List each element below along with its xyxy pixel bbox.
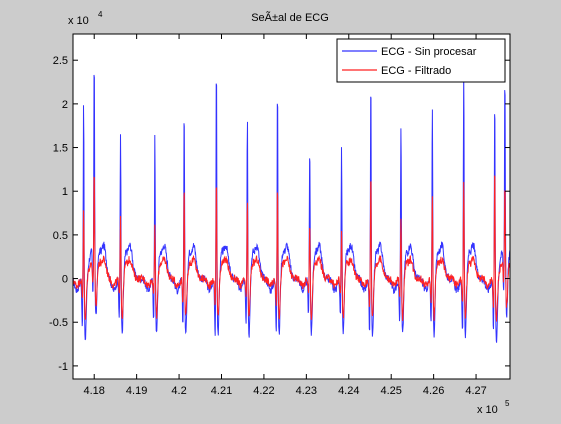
y-tick-label: 0.5 — [53, 230, 68, 242]
legend-label-filtered: ECG - Filtrado — [381, 65, 451, 77]
svg-text:x 10: x 10 — [68, 15, 89, 27]
svg-text:4: 4 — [98, 10, 103, 19]
x-tick-label: 4.24 — [338, 385, 359, 397]
x-tick-label: 4.2 — [171, 385, 186, 397]
legend: ECG - Sin procesar ECG - Filtrado — [337, 39, 505, 82]
x-tick-label: 4.27 — [465, 385, 486, 397]
x-tick-label: 4.25 — [380, 385, 401, 397]
x-tick-label: 4.26 — [423, 385, 444, 397]
y-tick-label: 1.5 — [53, 143, 68, 155]
y-tick-label: -0.5 — [49, 317, 68, 329]
y-tick-label: 1 — [62, 186, 68, 198]
x-tick-label: 4.21 — [211, 385, 232, 397]
svg-text:x 10: x 10 — [477, 404, 498, 416]
x-tick-label: 4.19 — [126, 385, 147, 397]
svg-text:5: 5 — [505, 399, 510, 408]
chart-title: SeÃ±al de ECG — [251, 11, 329, 24]
y-tick-label: 0 — [62, 274, 68, 286]
x-tick-label: 4.22 — [253, 385, 274, 397]
legend-label-raw: ECG - Sin procesar — [381, 46, 477, 58]
y-tick-label: -1 — [58, 361, 68, 373]
x-tick-label: 4.18 — [84, 385, 105, 397]
y-tick-label: 2 — [62, 99, 68, 111]
x-tick-label: 4.23 — [296, 385, 317, 397]
plot-area — [73, 34, 510, 379]
y-tick-label: 2.5 — [53, 55, 68, 67]
